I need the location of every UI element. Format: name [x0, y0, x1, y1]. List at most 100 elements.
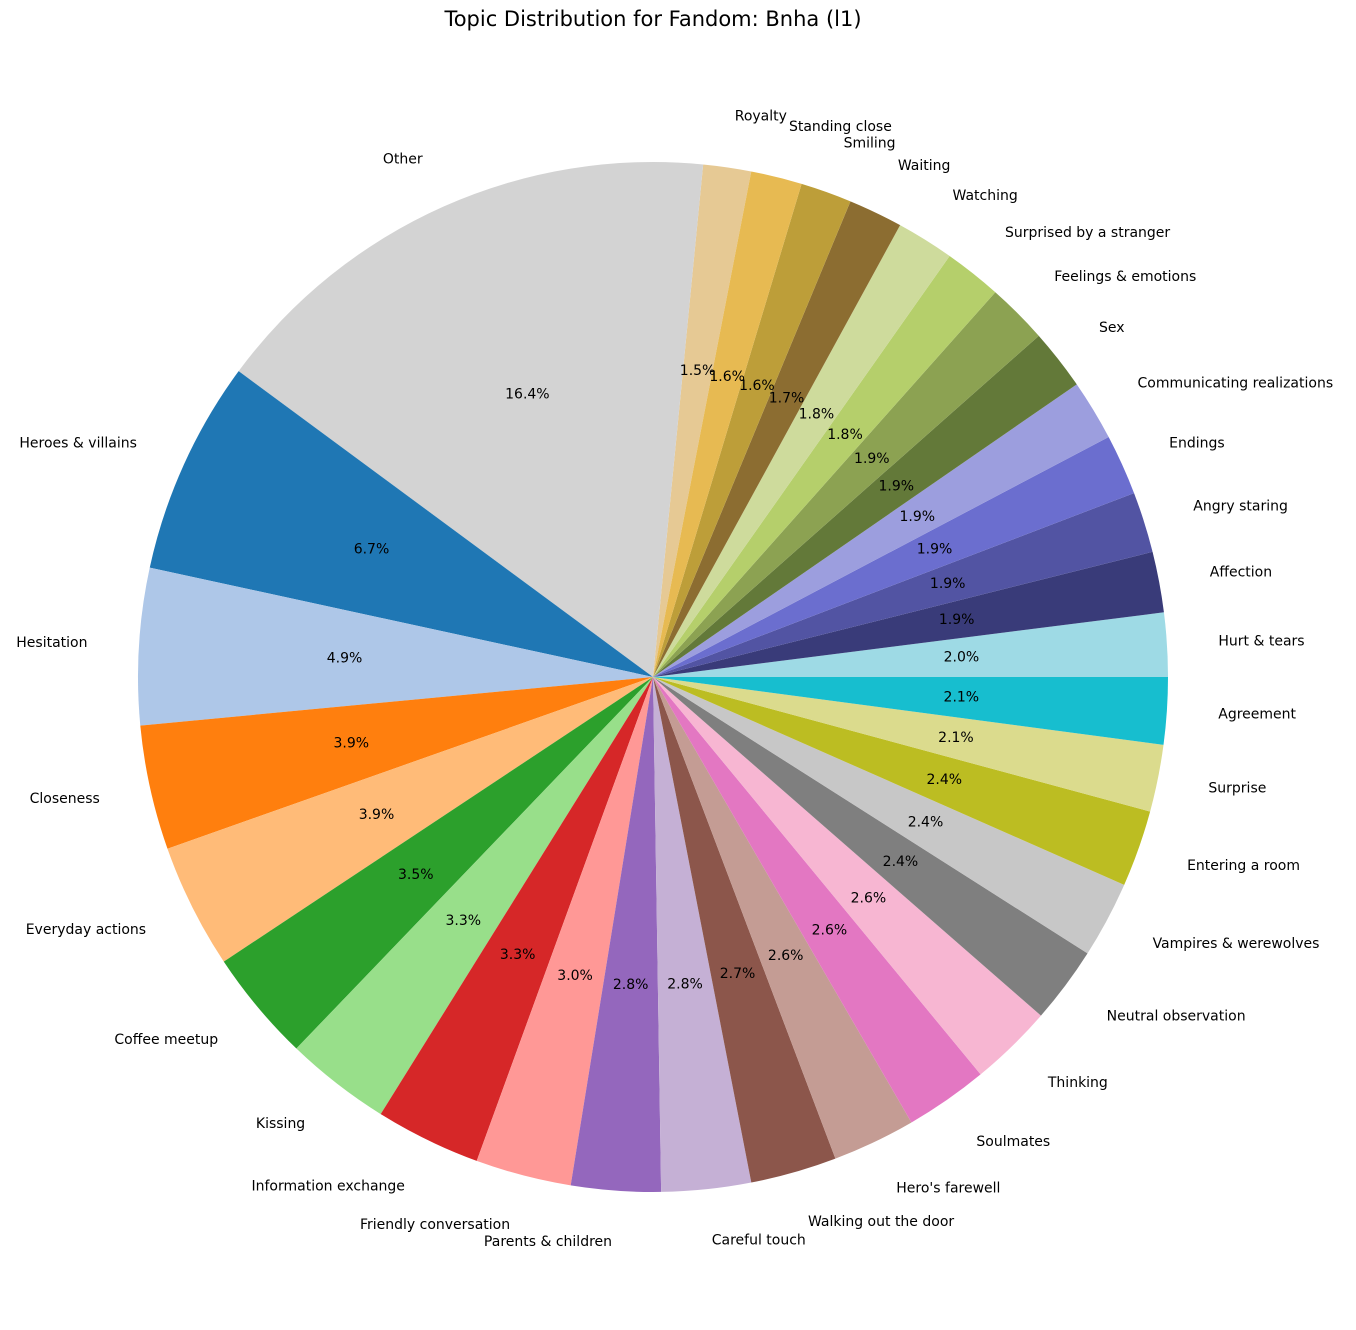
slice-percent-label: 1.7% [769, 390, 805, 406]
slice-hurt-tears [653, 612, 1168, 677]
slice-category-label: Other [383, 151, 423, 167]
slice-percent-label: 3.3% [500, 947, 536, 963]
slice-category-label: Surprised by a stranger [1005, 225, 1170, 241]
slice-category-label: Hesitation [16, 635, 87, 651]
slice-parents-children [570, 677, 662, 1192]
slice-other [238, 162, 704, 677]
slice-category-label: Communicating realizations [1138, 376, 1334, 392]
slice-smiling [653, 183, 851, 677]
slice-sex [653, 335, 1077, 677]
slice-careful-touch [653, 677, 752, 1192]
slice-endings [653, 436, 1135, 677]
slice-category-label: Entering a room [1187, 858, 1300, 874]
slice-percent-label: 4.9% [327, 651, 363, 667]
slice-kissing [296, 677, 653, 1115]
slice-percent-label: 6.7% [354, 542, 390, 558]
slice-category-label: Waiting [898, 158, 951, 174]
slice-category-label: Watching [953, 188, 1018, 204]
slice-angry-staring [653, 493, 1153, 677]
slice-percent-label: 3.9% [333, 736, 369, 752]
slice-percent-label: 1.6% [709, 369, 745, 385]
slice-heroes-villains [149, 371, 653, 677]
slice-thinking [653, 677, 1041, 1075]
slice-category-label: Parents & children [484, 1234, 612, 1250]
slice-category-label: Agreement [1218, 706, 1296, 722]
slice-percent-label: 2.1% [938, 730, 974, 746]
slice-percent-label: 2.7% [720, 966, 756, 982]
slice-category-label: Kissing [256, 1116, 305, 1132]
slice-everyday-actions [167, 677, 653, 962]
slice-friendly-conversation [476, 677, 653, 1186]
slice-percent-label: 1.9% [900, 509, 936, 525]
slice-percent-label: 2.1% [944, 689, 980, 705]
slice-percent-label: 3.0% [557, 968, 593, 984]
percent-labels-layer: 1.5% 16.4% 6.7% 4.9% 3.9% 3.9% 3.5% 3.3% 3.3% 3.0… [327, 363, 979, 993]
slice-percent-label: 1.9% [879, 479, 915, 495]
slice-percent-label: 1.6% [739, 378, 775, 394]
category-labels-layer: Royalty Other Heroes & villains Hesitation C… [16, 108, 1333, 1250]
slice-category-label: Friendly conversation [360, 1217, 510, 1233]
slice-percent-label: 2.0% [944, 650, 980, 666]
slice-category-label: Closeness [30, 791, 100, 807]
slice-percent-label: 1.9% [930, 576, 966, 592]
slice-percent-label: 16.4% [505, 387, 549, 403]
slice-percent-label: 1.8% [827, 427, 863, 443]
slice-category-label: Coffee meetup [114, 1032, 218, 1048]
slice-percent-label: 1.9% [917, 542, 953, 558]
slice-percent-label: 2.6% [812, 923, 848, 939]
slice-category-label: Walking out the door [808, 1214, 954, 1230]
slice-vampires-werewolves [653, 677, 1125, 954]
slice-category-label: Thinking [1047, 1075, 1108, 1091]
slice-information-exchange [380, 677, 653, 1161]
slice-percent-label: 3.3% [446, 913, 482, 929]
slice-closeness [140, 677, 653, 849]
slice-walking-out-the-door [653, 677, 836, 1183]
slice-category-label: Endings [1169, 435, 1225, 451]
slice-surprised-by-a-stranger [653, 256, 996, 677]
slice-percent-label: 2.8% [613, 977, 649, 993]
slice-neutral-observation [653, 677, 1088, 1016]
slice-category-label: Information exchange [252, 1178, 405, 1194]
slice-category-label: Feelings & emotions [1054, 269, 1196, 285]
slice-percent-label: 3.5% [398, 867, 434, 883]
slice-percent-label: 1.5% [680, 363, 716, 379]
slice-agreement [653, 676, 1168, 745]
slice-affection [653, 551, 1164, 677]
slice-percent-label: 2.6% [768, 948, 804, 964]
slice-category-label: Heroes & villains [19, 435, 136, 451]
slice-percent-label: 3.9% [359, 807, 395, 823]
slice-category-label: Surprise [1208, 781, 1266, 797]
slice-surprise [653, 677, 1164, 812]
slice-communicating-realizations [653, 384, 1109, 677]
slices-layer [138, 162, 1168, 1192]
slice-percent-label: 2.6% [851, 891, 887, 907]
slice-soulmates [653, 677, 981, 1123]
slice-percent-label: 2.4% [883, 854, 919, 870]
slice-waiting [653, 201, 901, 677]
slice-entering-a-room [653, 677, 1151, 885]
slice-percent-label: 1.9% [854, 451, 890, 467]
slice-hesitation [138, 567, 653, 726]
slice-category-label: Everyday actions [26, 922, 146, 938]
slice-coffee-meetup [223, 677, 653, 1049]
slice-category-label: Affection [1210, 564, 1272, 580]
slice-watching [653, 225, 950, 677]
slice-category-label: Soulmates [976, 1134, 1050, 1150]
slice-category-label: Hurt & tears [1218, 633, 1304, 649]
slice-category-label: Neutral observation [1107, 1008, 1246, 1024]
chart-title: Topic Distribution for Fandom: Bnha (l1) [443, 7, 861, 31]
slice-percent-label: 2.4% [908, 815, 944, 831]
slice-percent-label: 1.8% [799, 407, 835, 423]
slice-hero-s-farewell [653, 677, 912, 1159]
slice-percent-label: 1.9% [939, 612, 975, 628]
slice-standing-close [653, 171, 802, 677]
slice-feelings-emotions [653, 292, 1039, 677]
slice-category-label: Standing close [789, 119, 892, 135]
slice-category-label: Hero's farewell [896, 1181, 1000, 1197]
slice-percent-label: 2.4% [927, 772, 963, 788]
slice-category-label: Angry staring [1193, 499, 1288, 515]
slice-category-label: Smiling [844, 136, 896, 152]
slice-category-label: Royalty [735, 108, 787, 124]
